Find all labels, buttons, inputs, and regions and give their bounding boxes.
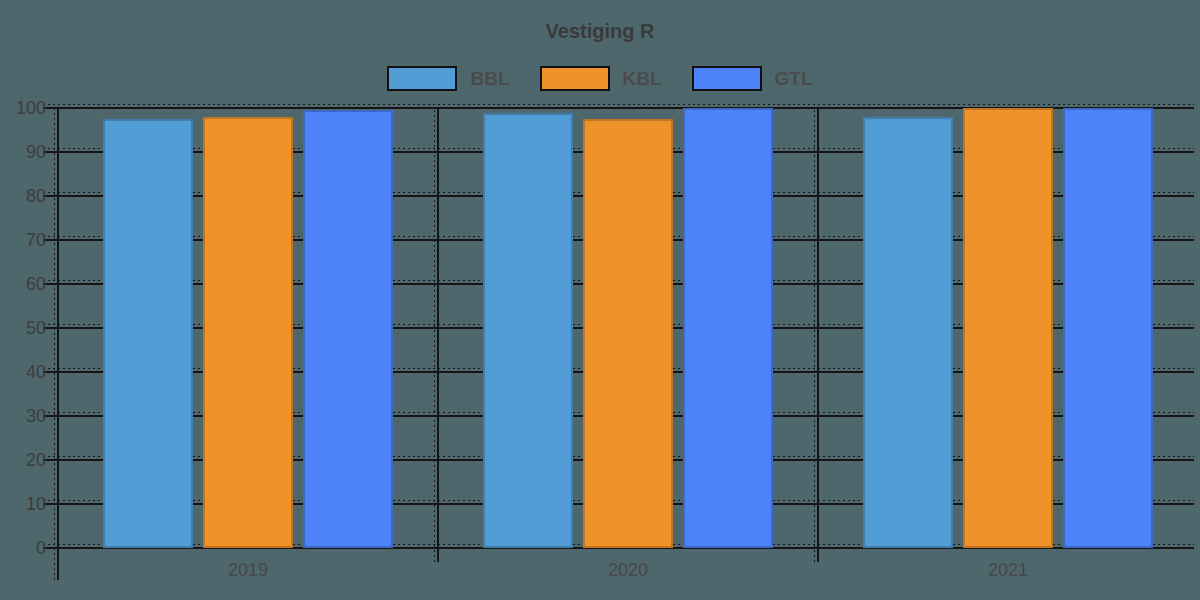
bar-kbl-2020 bbox=[583, 119, 673, 548]
legend-label: BBL bbox=[470, 68, 509, 90]
y-tick-label: 10 bbox=[8, 494, 46, 515]
y-tick-label: 70 bbox=[8, 230, 46, 251]
legend-swatch-bbl bbox=[387, 66, 457, 91]
legend-label: GTL bbox=[775, 68, 813, 90]
chart-title: Vestiging R bbox=[0, 20, 1200, 43]
x-tick-label: 2021 bbox=[948, 560, 1068, 581]
bar-kbl-2019 bbox=[203, 117, 293, 548]
bar-chart-canvas: Vestiging R BBL KBL GTL 0 10 20 30 40 50 60 70 80 9… bbox=[0, 0, 1200, 600]
bar-gtl-2021 bbox=[1063, 108, 1153, 548]
legend-item-gtl: GTL bbox=[692, 66, 813, 91]
y-tick-label: 80 bbox=[8, 186, 46, 207]
legend-label: KBL bbox=[623, 68, 662, 90]
bar-kbl-2021 bbox=[963, 108, 1053, 548]
y-tick-label: 90 bbox=[8, 142, 46, 163]
x-tick-label: 2020 bbox=[568, 560, 688, 581]
legend-swatch-gtl bbox=[692, 66, 762, 91]
category-separator-line bbox=[437, 108, 439, 562]
chart-legend: BBL KBL GTL bbox=[0, 66, 1200, 91]
x-tick-label: 2019 bbox=[188, 560, 308, 581]
legend-item-kbl: KBL bbox=[540, 66, 662, 91]
legend-item-bbl: BBL bbox=[387, 66, 509, 91]
bar-bbl-2019 bbox=[103, 119, 193, 548]
bar-bbl-2020 bbox=[483, 113, 573, 548]
y-axis-line bbox=[57, 108, 59, 580]
y-tick-label: 20 bbox=[8, 450, 46, 471]
y-tick-label: 50 bbox=[8, 318, 46, 339]
category-separator-line bbox=[817, 108, 819, 562]
y-tick-label: 60 bbox=[8, 274, 46, 295]
legend-swatch-kbl bbox=[540, 66, 610, 91]
y-tick-label: 100 bbox=[8, 98, 46, 119]
bar-gtl-2019 bbox=[303, 110, 393, 548]
bar-gtl-2020 bbox=[683, 108, 773, 548]
y-tick-label: 40 bbox=[8, 362, 46, 383]
y-tick-label: 0 bbox=[8, 538, 46, 559]
bar-bbl-2021 bbox=[863, 117, 953, 548]
y-tick-label: 30 bbox=[8, 406, 46, 427]
